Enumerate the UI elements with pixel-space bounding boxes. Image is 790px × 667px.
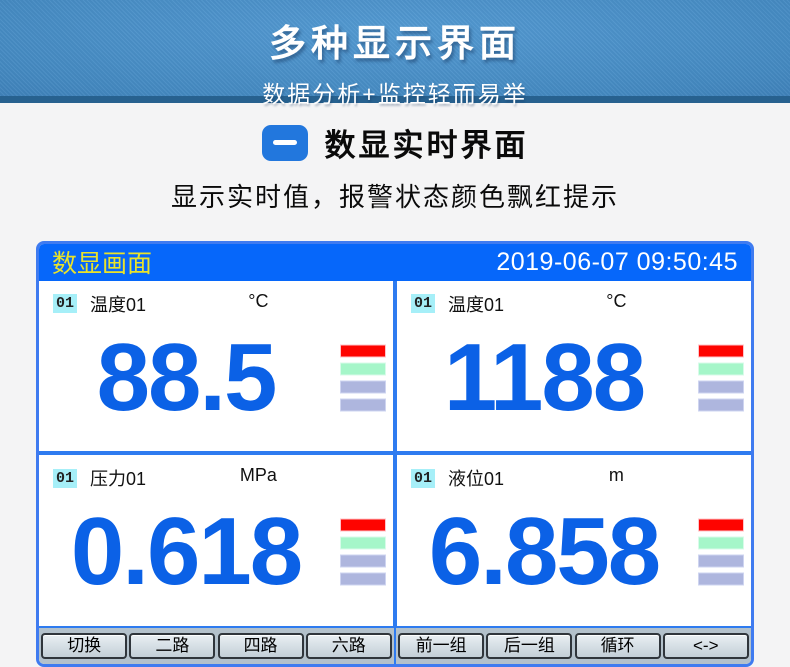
channel-unit: m: [608, 465, 624, 485]
dash-glyph: [272, 140, 297, 145]
channel-unit: MPa: [239, 465, 277, 485]
channel-label: 液位01: [448, 469, 505, 489]
channel-label: 压力01: [90, 469, 147, 489]
section-description: 显示实时值，报警状态颜色飘红提示: [170, 181, 619, 212]
recorder-screen: 数显画面 2019-06-07 09:50:45 01 温度01 °C 88.5…: [36, 240, 754, 667]
alarm-bar: [340, 536, 386, 550]
intro-heading: 数显实时界面: [261, 120, 529, 165]
screen-title: 数显画面: [52, 250, 153, 278]
alarm-bar: [698, 536, 744, 550]
four-channel-button[interactable]: 四路: [217, 632, 304, 659]
channel-value: 88.5: [96, 323, 278, 431]
alarm-indicator: [698, 344, 744, 412]
channel-header: 01 温度01 °C: [53, 291, 379, 317]
toolbar-right-group: 前一组 后一组 循环 <->: [396, 628, 751, 664]
channel-label: 温度01: [448, 294, 505, 315]
banner-subtitle: 数据分析+监控轻而易举: [262, 81, 528, 107]
number-one-icon: [261, 124, 308, 161]
alarm-bar: [698, 362, 744, 376]
channel-number-badge: 01: [53, 468, 78, 488]
channel-card-pressure: 01 压力01 MPa 0.618: [39, 453, 395, 626]
alarm-bar: [340, 572, 386, 586]
prev-group-button[interactable]: 前一组: [398, 632, 485, 659]
channel-card-level: 01 液位01 m 6.858: [395, 453, 751, 626]
screen-header: 数显画面 2019-06-07 09:50:45: [39, 243, 751, 281]
alarm-bar: [698, 554, 744, 568]
alarm-bar: [698, 344, 744, 358]
intro-section: 数显实时界面 显示实时值，报警状态颜色飘红提示: [0, 120, 790, 214]
toolbar-left-group: 切换 二路 四路 六路: [39, 628, 394, 664]
channel-header: 01 液位01 m: [411, 465, 737, 491]
alarm-bar: [340, 554, 386, 568]
alarm-indicator: [340, 518, 386, 586]
channel-value: 6.858: [428, 498, 661, 606]
alarm-indicator: [698, 518, 744, 586]
channel-value: 0.618: [70, 498, 303, 606]
swap-arrows-button[interactable]: <->: [662, 632, 749, 659]
alarm-bar: [340, 518, 386, 532]
cycle-button[interactable]: 循环: [574, 632, 661, 659]
alarm-bar: [340, 344, 386, 358]
alarm-bar: [340, 380, 386, 394]
alarm-bar: [340, 398, 386, 412]
section-title: 数显实时界面: [324, 128, 529, 163]
channel-label: 温度01: [90, 294, 147, 315]
channel-number-badge: 01: [411, 468, 436, 488]
switch-button[interactable]: 切换: [41, 632, 128, 659]
banner-title: 多种显示界面: [269, 23, 521, 64]
datetime-display: 2019-06-07 09:50:45: [496, 247, 738, 276]
alarm-bar: [698, 572, 744, 586]
alarm-bar: [698, 398, 744, 412]
channel-grid: 01 温度01 °C 88.5 01 温度01 °C 1188 01 压: [39, 280, 751, 626]
toolbar: 切换 二路 四路 六路 前一组 后一组 循环 <->: [39, 625, 751, 664]
channel-value: 1188: [443, 323, 646, 431]
alarm-bar: [340, 362, 386, 376]
channel-unit: °C: [248, 290, 269, 311]
next-group-button[interactable]: 后一组: [486, 632, 573, 659]
channel-unit: °C: [606, 290, 627, 311]
alarm-bar: [698, 518, 744, 532]
channel-card-temperature-2: 01 温度01 °C 1188: [395, 280, 751, 453]
alarm-indicator: [340, 344, 386, 412]
channel-card-temperature-1: 01 温度01 °C 88.5: [39, 280, 395, 453]
channel-number-badge: 01: [411, 294, 436, 313]
banner: 多种显示界面 数据分析+监控轻而易举: [0, 0, 790, 107]
channel-header: 01 温度01 °C: [411, 291, 737, 317]
two-channel-button[interactable]: 二路: [129, 632, 216, 659]
channel-header: 01 压力01 MPa: [53, 465, 379, 491]
alarm-bar: [698, 380, 744, 394]
toolbar-divider: [394, 627, 396, 664]
channel-number-badge: 01: [53, 294, 78, 313]
six-channel-button[interactable]: 六路: [305, 632, 392, 659]
